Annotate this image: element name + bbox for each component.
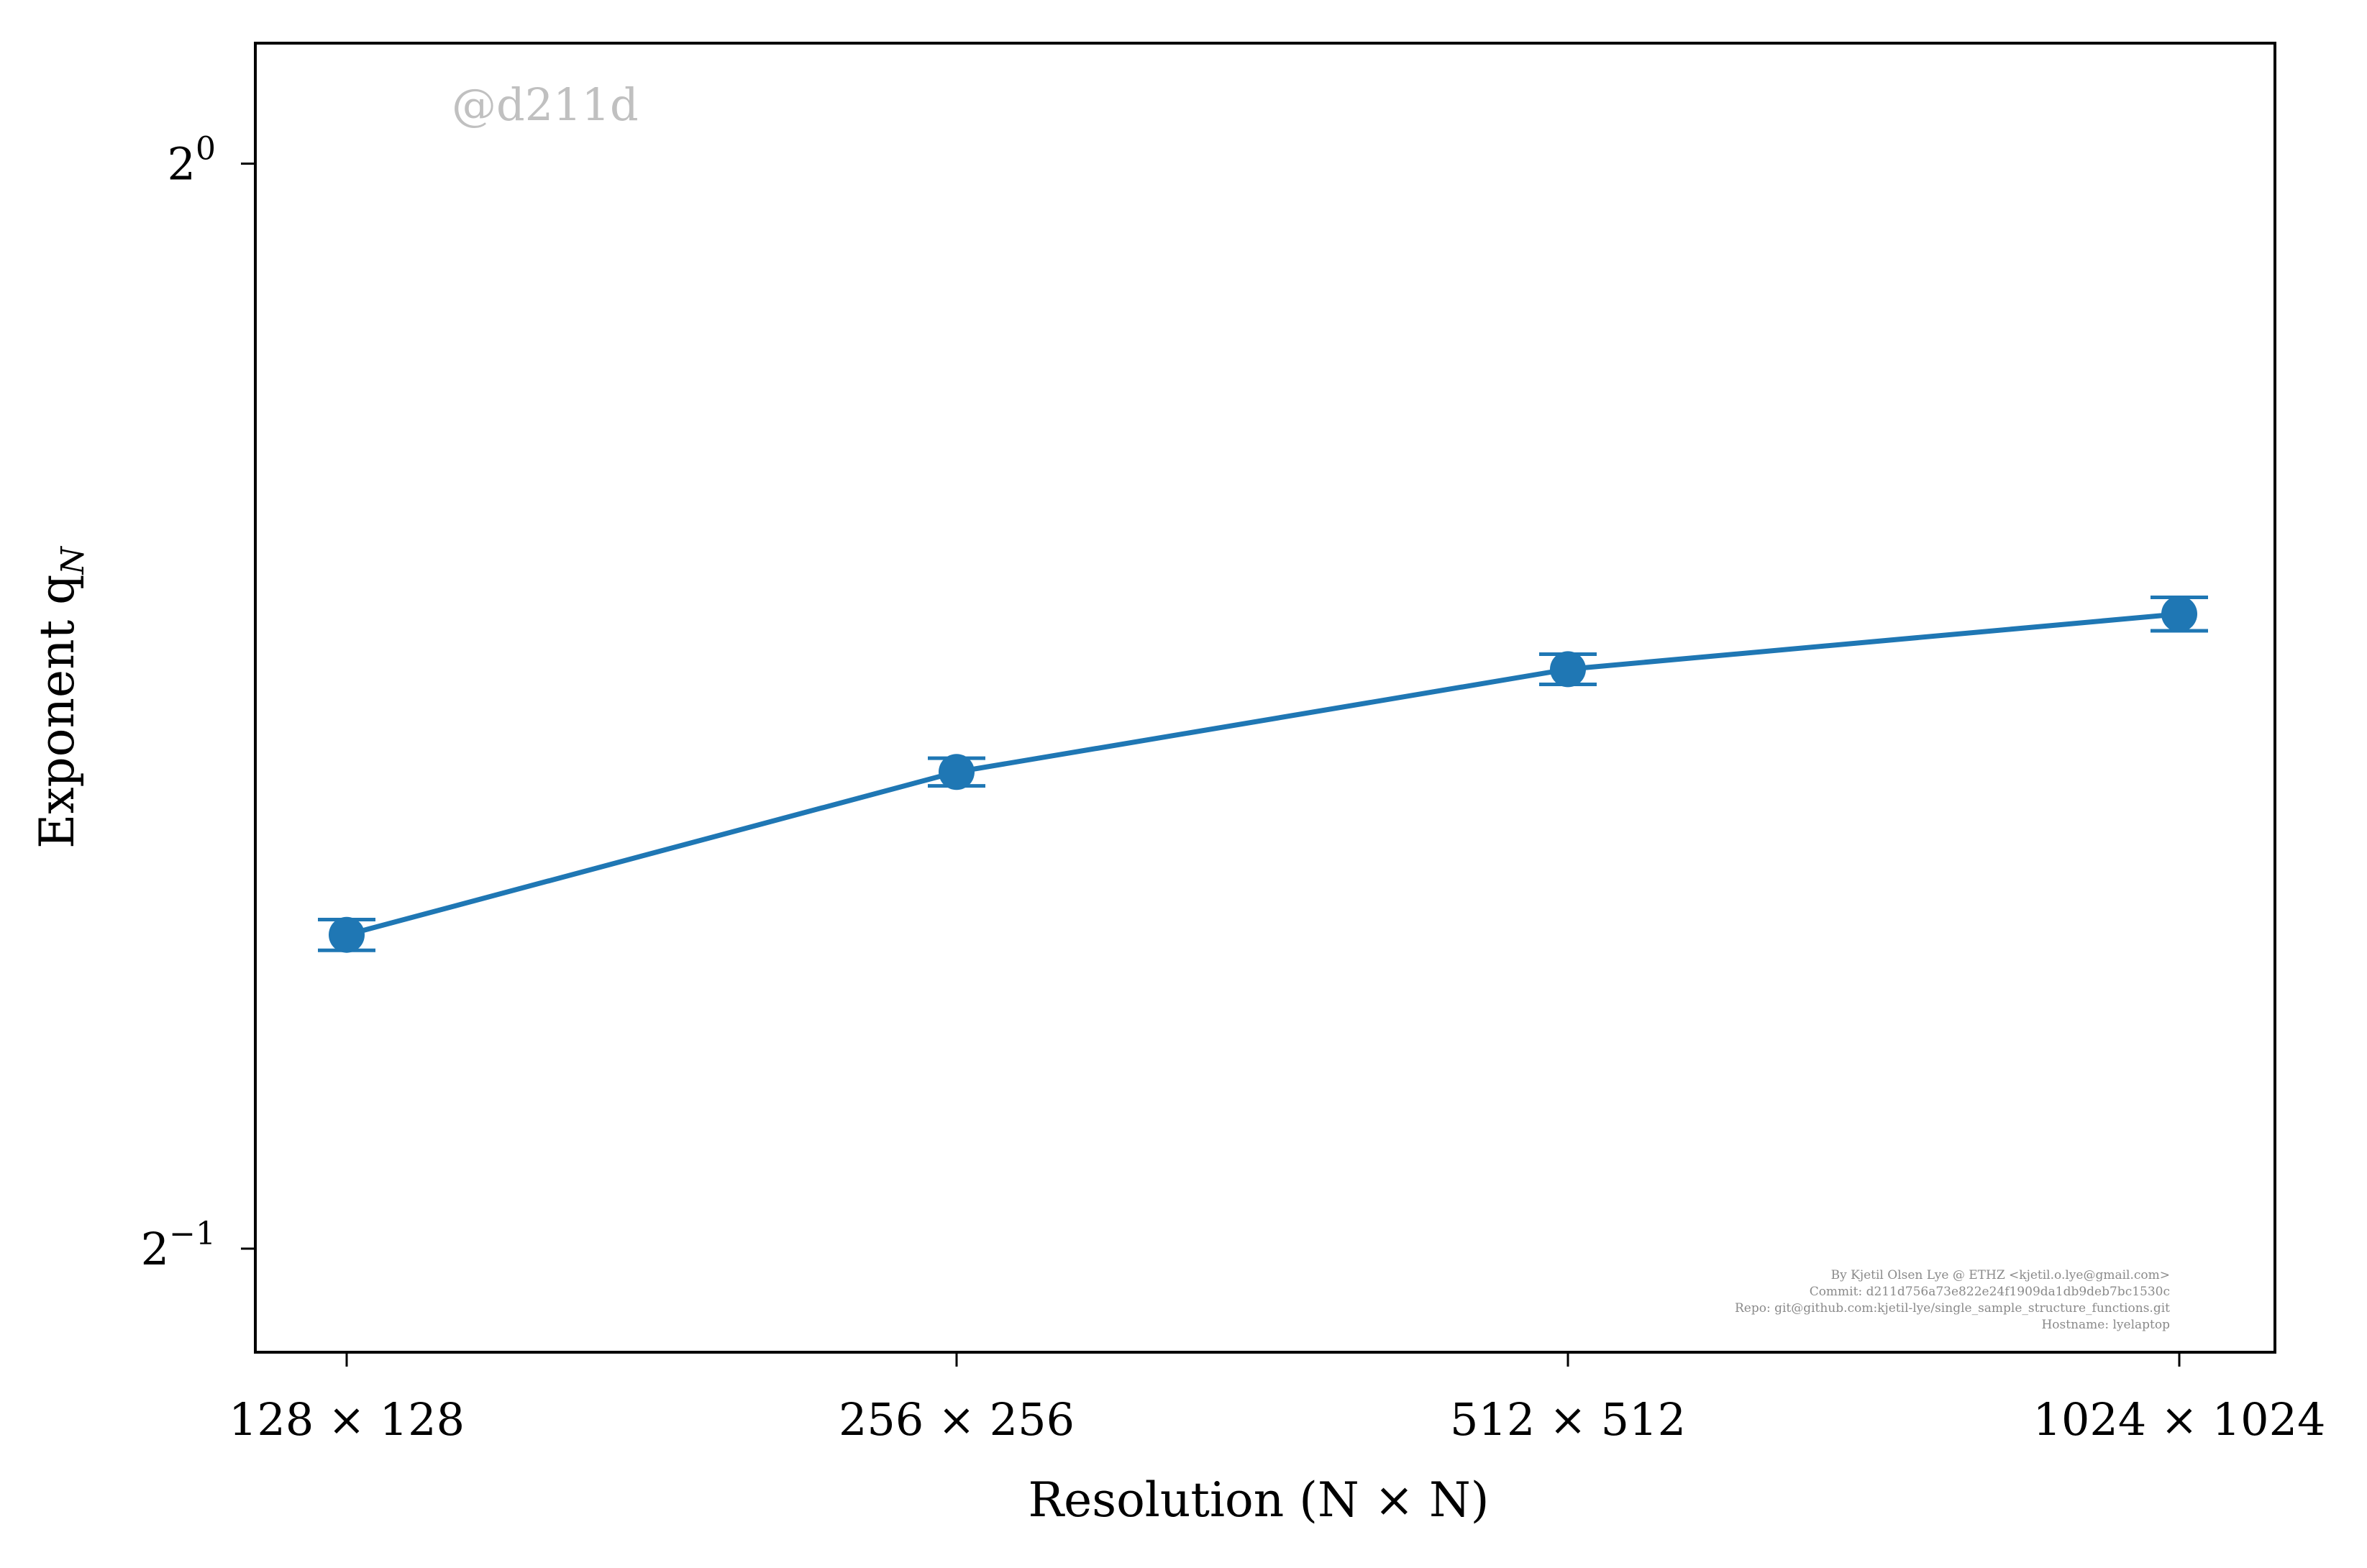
x-axis: 128 × 128 256 × 256 512 × 512 1024 × 1024 [229,1352,2325,1446]
data-point-4 [2161,596,2197,632]
info-line-author: By Kjetil Olsen Lye @ ETHZ <kjetil.o.lye… [1831,1268,2170,1282]
y-tick-label-2: 20 [168,130,216,190]
plot-area-frame [254,42,2276,1354]
watermark: @d211d [452,78,639,131]
info-line-repo: Repo: git@github.com:kjetil-lye/single_s… [1735,1301,2170,1316]
data-point-2 [939,754,975,790]
data-point-1 [329,916,365,953]
y-tick-label-1: 2−1 [141,1216,216,1275]
info-line-commit: Commit: d211d756a73e822e24f1909da1db9deb… [1810,1285,2170,1299]
series-line [346,611,2180,938]
x-tick-label-2: 256 × 256 [839,1393,1075,1446]
x-tick-label-4: 1024 × 1024 [2033,1393,2326,1446]
y-axis: 2−1 20 [141,130,255,1275]
y-axis-label-subscript: N [55,546,91,575]
y-axis-label-main: Exponent q [29,575,85,849]
data-point-3 [1550,651,1586,688]
x-tick-label-1: 128 × 128 [229,1393,465,1446]
x-tick-label-3: 512 × 512 [1450,1393,1686,1446]
info-block: By Kjetil Olsen Lye @ ETHZ <kjetil.o.lye… [1735,1268,2170,1332]
info-line-hostname: Hostname: lyelaptop [2041,1318,2170,1332]
x-axis-label: Resolution (N × N) [1028,1472,1489,1528]
y-axis-label: Exponent qN [29,546,91,849]
series-1 [318,596,2208,953]
